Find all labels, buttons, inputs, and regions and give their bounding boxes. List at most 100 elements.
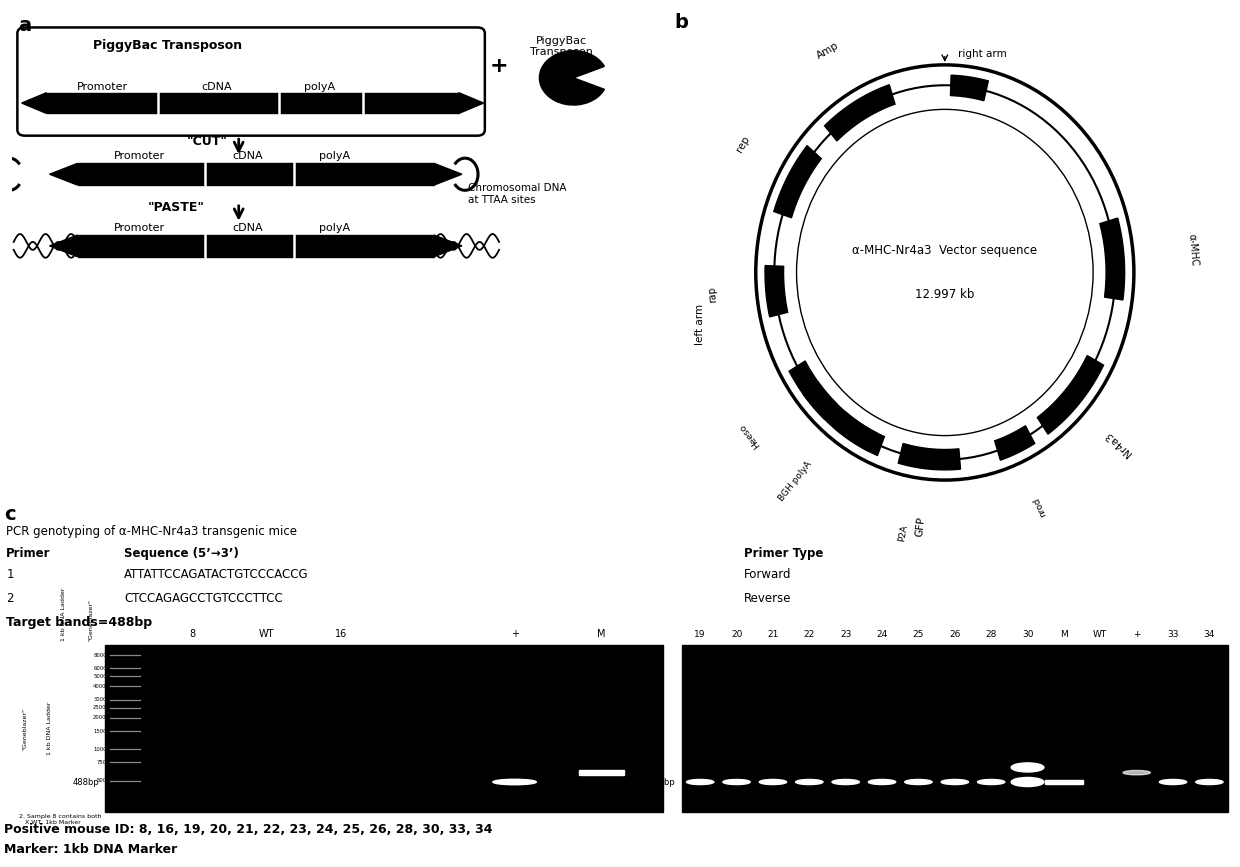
Text: WT: WT — [1094, 630, 1107, 640]
Text: 23: 23 — [839, 630, 852, 640]
Text: polyA: polyA — [304, 81, 335, 92]
Text: polyA: polyA — [319, 223, 351, 232]
Text: 24: 24 — [877, 630, 888, 640]
Text: 30: 30 — [1022, 630, 1033, 640]
Bar — [579, 771, 624, 775]
Bar — [105, 645, 663, 812]
Ellipse shape — [759, 779, 786, 785]
Polygon shape — [898, 443, 961, 470]
Ellipse shape — [832, 779, 859, 785]
Ellipse shape — [1123, 771, 1151, 775]
Polygon shape — [835, 412, 884, 455]
Text: Promoter: Promoter — [77, 81, 128, 92]
Text: 20: 20 — [730, 630, 743, 640]
Text: PiggyBac
Transposon: PiggyBac Transposon — [529, 36, 593, 57]
Polygon shape — [950, 75, 988, 101]
Ellipse shape — [1011, 763, 1044, 772]
Text: cDNA: cDNA — [233, 151, 263, 161]
Text: 22: 22 — [804, 630, 815, 640]
Text: 1000: 1000 — [93, 747, 107, 752]
Text: cDNA: cDNA — [233, 223, 263, 232]
Text: 2500: 2500 — [93, 706, 107, 710]
Text: Amp: Amp — [815, 41, 841, 62]
Text: +: + — [490, 55, 508, 75]
Text: "Geneblazer": "Geneblazer" — [22, 707, 27, 750]
Text: M: M — [598, 629, 605, 640]
Text: WT: WT — [259, 629, 274, 640]
Text: Nr4a3: Nr4a3 — [1104, 429, 1133, 458]
Text: Heeso: Heeso — [737, 422, 761, 449]
Ellipse shape — [977, 779, 1004, 785]
Text: right arm: right arm — [957, 49, 1007, 59]
Text: polyA: polyA — [319, 151, 351, 161]
Text: BGH polyA: BGH polyA — [777, 460, 813, 503]
Text: "Geneblazer": "Geneblazer" — [88, 599, 93, 642]
Text: 2: 2 — [6, 592, 14, 605]
Text: rap: rap — [707, 286, 718, 303]
Text: 1 kb DNA Ladder: 1 kb DNA Ladder — [47, 702, 52, 755]
Text: 12.997 kb: 12.997 kb — [915, 288, 975, 301]
Text: 4000: 4000 — [93, 684, 107, 689]
Bar — [47, 93, 459, 114]
Text: 5000: 5000 — [93, 674, 107, 679]
Ellipse shape — [1195, 779, 1223, 785]
Text: c: c — [4, 505, 15, 524]
Polygon shape — [434, 163, 461, 185]
Text: 6000: 6000 — [93, 666, 107, 670]
Text: "PASTE": "PASTE" — [149, 201, 205, 214]
Bar — [1045, 780, 1083, 784]
Polygon shape — [825, 85, 895, 141]
Text: 16: 16 — [335, 629, 347, 640]
Text: 3000: 3000 — [93, 697, 107, 702]
Polygon shape — [459, 93, 484, 114]
Polygon shape — [1100, 218, 1125, 300]
Text: 2000: 2000 — [93, 715, 107, 720]
Text: Forward: Forward — [744, 569, 791, 582]
Ellipse shape — [494, 779, 537, 785]
Text: Target bands=488bp: Target bands=488bp — [6, 616, 153, 629]
Text: ATTATTCCAGATACTGTCCCACCG: ATTATTCCAGATACTGTCCCACCG — [124, 569, 309, 582]
Text: 26: 26 — [949, 630, 961, 640]
Text: Chromosomal DNA
at TTAA sites: Chromosomal DNA at TTAA sites — [467, 183, 567, 205]
FancyBboxPatch shape — [17, 28, 485, 135]
Text: "CUT": "CUT" — [187, 134, 228, 147]
Text: 750: 750 — [97, 760, 107, 765]
Ellipse shape — [905, 779, 932, 785]
Text: Primer: Primer — [6, 546, 51, 559]
Text: α-MHC: α-MHC — [1187, 233, 1199, 267]
Text: Sequence (5’→3’): Sequence (5’→3’) — [124, 546, 239, 559]
Text: α-MHC-Nr4a3  Vector sequence: α-MHC-Nr4a3 Vector sequence — [852, 244, 1038, 257]
Text: rep: rep — [734, 134, 751, 154]
Text: GFP: GFP — [914, 516, 926, 538]
Text: PCR genotyping of α-MHC-Nr4a3 transgenic mice: PCR genotyping of α-MHC-Nr4a3 transgenic… — [6, 525, 298, 538]
Ellipse shape — [868, 779, 895, 785]
Text: 21: 21 — [768, 630, 779, 640]
Text: +: + — [1133, 630, 1141, 640]
Text: 25: 25 — [913, 630, 924, 640]
Polygon shape — [21, 93, 47, 114]
Polygon shape — [804, 381, 877, 452]
Polygon shape — [765, 265, 787, 316]
Polygon shape — [789, 361, 837, 419]
Text: 28: 28 — [986, 630, 997, 640]
Text: 1 kb DNA Ladder: 1 kb DNA Ladder — [61, 588, 66, 642]
Text: Marker: 1kb DNA Marker: Marker: 1kb DNA Marker — [4, 844, 177, 857]
Text: 488bp: 488bp — [72, 778, 99, 786]
Ellipse shape — [1011, 778, 1044, 786]
Wedge shape — [539, 50, 604, 105]
Text: left arm: left arm — [696, 303, 706, 345]
Text: Promoter: Promoter — [114, 151, 165, 161]
Ellipse shape — [723, 779, 750, 785]
Text: CTCCAGAGCCTGTCCCTTCC: CTCCAGAGCCTGTCCCTTCC — [124, 592, 283, 605]
Text: Positive mouse ID: 8, 16, 19, 20, 21, 22, 23, 24, 25, 26, 28, 30, 33, 34: Positive mouse ID: 8, 16, 19, 20, 21, 22… — [4, 824, 492, 837]
Text: Reverse: Reverse — [744, 592, 791, 605]
Text: Promoter: Promoter — [114, 223, 165, 232]
Text: 8000: 8000 — [93, 653, 107, 657]
Ellipse shape — [687, 779, 714, 785]
Text: 33: 33 — [1167, 630, 1179, 640]
Text: cDNA: cDNA — [202, 81, 232, 92]
Ellipse shape — [796, 779, 823, 785]
Text: 34: 34 — [1204, 630, 1215, 640]
Text: 8: 8 — [190, 629, 195, 640]
Polygon shape — [50, 163, 78, 185]
